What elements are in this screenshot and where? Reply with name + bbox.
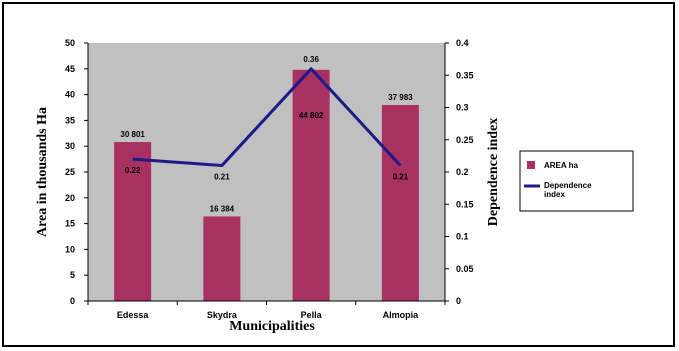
line-value-label: 0.22 — [125, 166, 141, 175]
y-axis-title: Area in thousands Ha — [35, 107, 50, 237]
bar — [292, 69, 330, 301]
x-tick-label: Pella — [301, 310, 323, 320]
y2-tick-label: 0.1 — [456, 232, 469, 242]
bar — [203, 216, 241, 301]
x-tick-label: Edessa — [117, 310, 150, 320]
legend-box — [519, 150, 634, 212]
dependence-line — [132, 67, 402, 168]
y-tick-label: 0 — [70, 296, 75, 306]
bar — [114, 142, 152, 301]
bar — [381, 105, 419, 301]
legend: AREA ha Dependence index — [519, 150, 634, 212]
x-tick-label: Skydra — [207, 310, 238, 320]
y2-axis-title: Dependence index — [486, 118, 501, 227]
y-tick-label: 40 — [65, 90, 75, 100]
bar-series — [114, 69, 419, 301]
x-tick-label: Almopia — [383, 310, 419, 320]
y-tick-label: 50 — [65, 38, 75, 48]
bar-value-label: 44 802 — [299, 111, 324, 120]
axes: 0 5 10 15 20 25 30 35 40 45 50 0 0.05 0.1 0.15 0.2 0.25 0… — [65, 38, 474, 320]
bar-value-label: 37 983 — [388, 93, 413, 102]
legend-label-area: AREA ha — [544, 161, 578, 170]
bar-value-label: 30 801 — [120, 130, 145, 139]
y2-tick-label: 0.15 — [456, 199, 474, 209]
y2-tick-label: 0 — [456, 296, 461, 306]
line-value-label: 0.21 — [214, 173, 230, 182]
y-tick-label: 45 — [65, 64, 75, 74]
y-tick-label: 20 — [65, 193, 75, 203]
line-series — [132, 67, 402, 168]
y-tick-label: 30 — [65, 141, 75, 151]
legend-swatch-bar — [527, 161, 535, 169]
data-labels: 30 801 16 384 44 802 37 983 0.22 0.21 0.36 0.21 — [120, 55, 413, 214]
line-value-label: 0.21 — [393, 173, 409, 182]
y2-tick-label: 0.2 — [456, 167, 469, 177]
y2-tick-label: 0.4 — [456, 38, 469, 48]
legend-label-dependence: Dependence index — [544, 181, 594, 199]
legend-label-dependence-line1: Dependence — [544, 181, 592, 190]
x-axis-title: Municipalities — [229, 319, 315, 334]
y2-tick-label: 0.35 — [456, 70, 474, 80]
bar-value-label: 16 384 — [210, 204, 235, 213]
y-tick-label: 35 — [65, 115, 75, 125]
legend-label-dependence-line2: index — [544, 190, 565, 199]
y-tick-label: 15 — [65, 219, 75, 229]
line-value-label: 0.36 — [303, 55, 319, 64]
y2-tick-label: 0.3 — [456, 103, 469, 113]
y2-tick-label: 0.25 — [456, 135, 474, 145]
y-tick-label: 25 — [65, 167, 75, 177]
y2-tick-label: 0.05 — [456, 264, 474, 274]
y-tick-label: 10 — [65, 244, 75, 254]
y-tick-label: 5 — [70, 270, 75, 280]
